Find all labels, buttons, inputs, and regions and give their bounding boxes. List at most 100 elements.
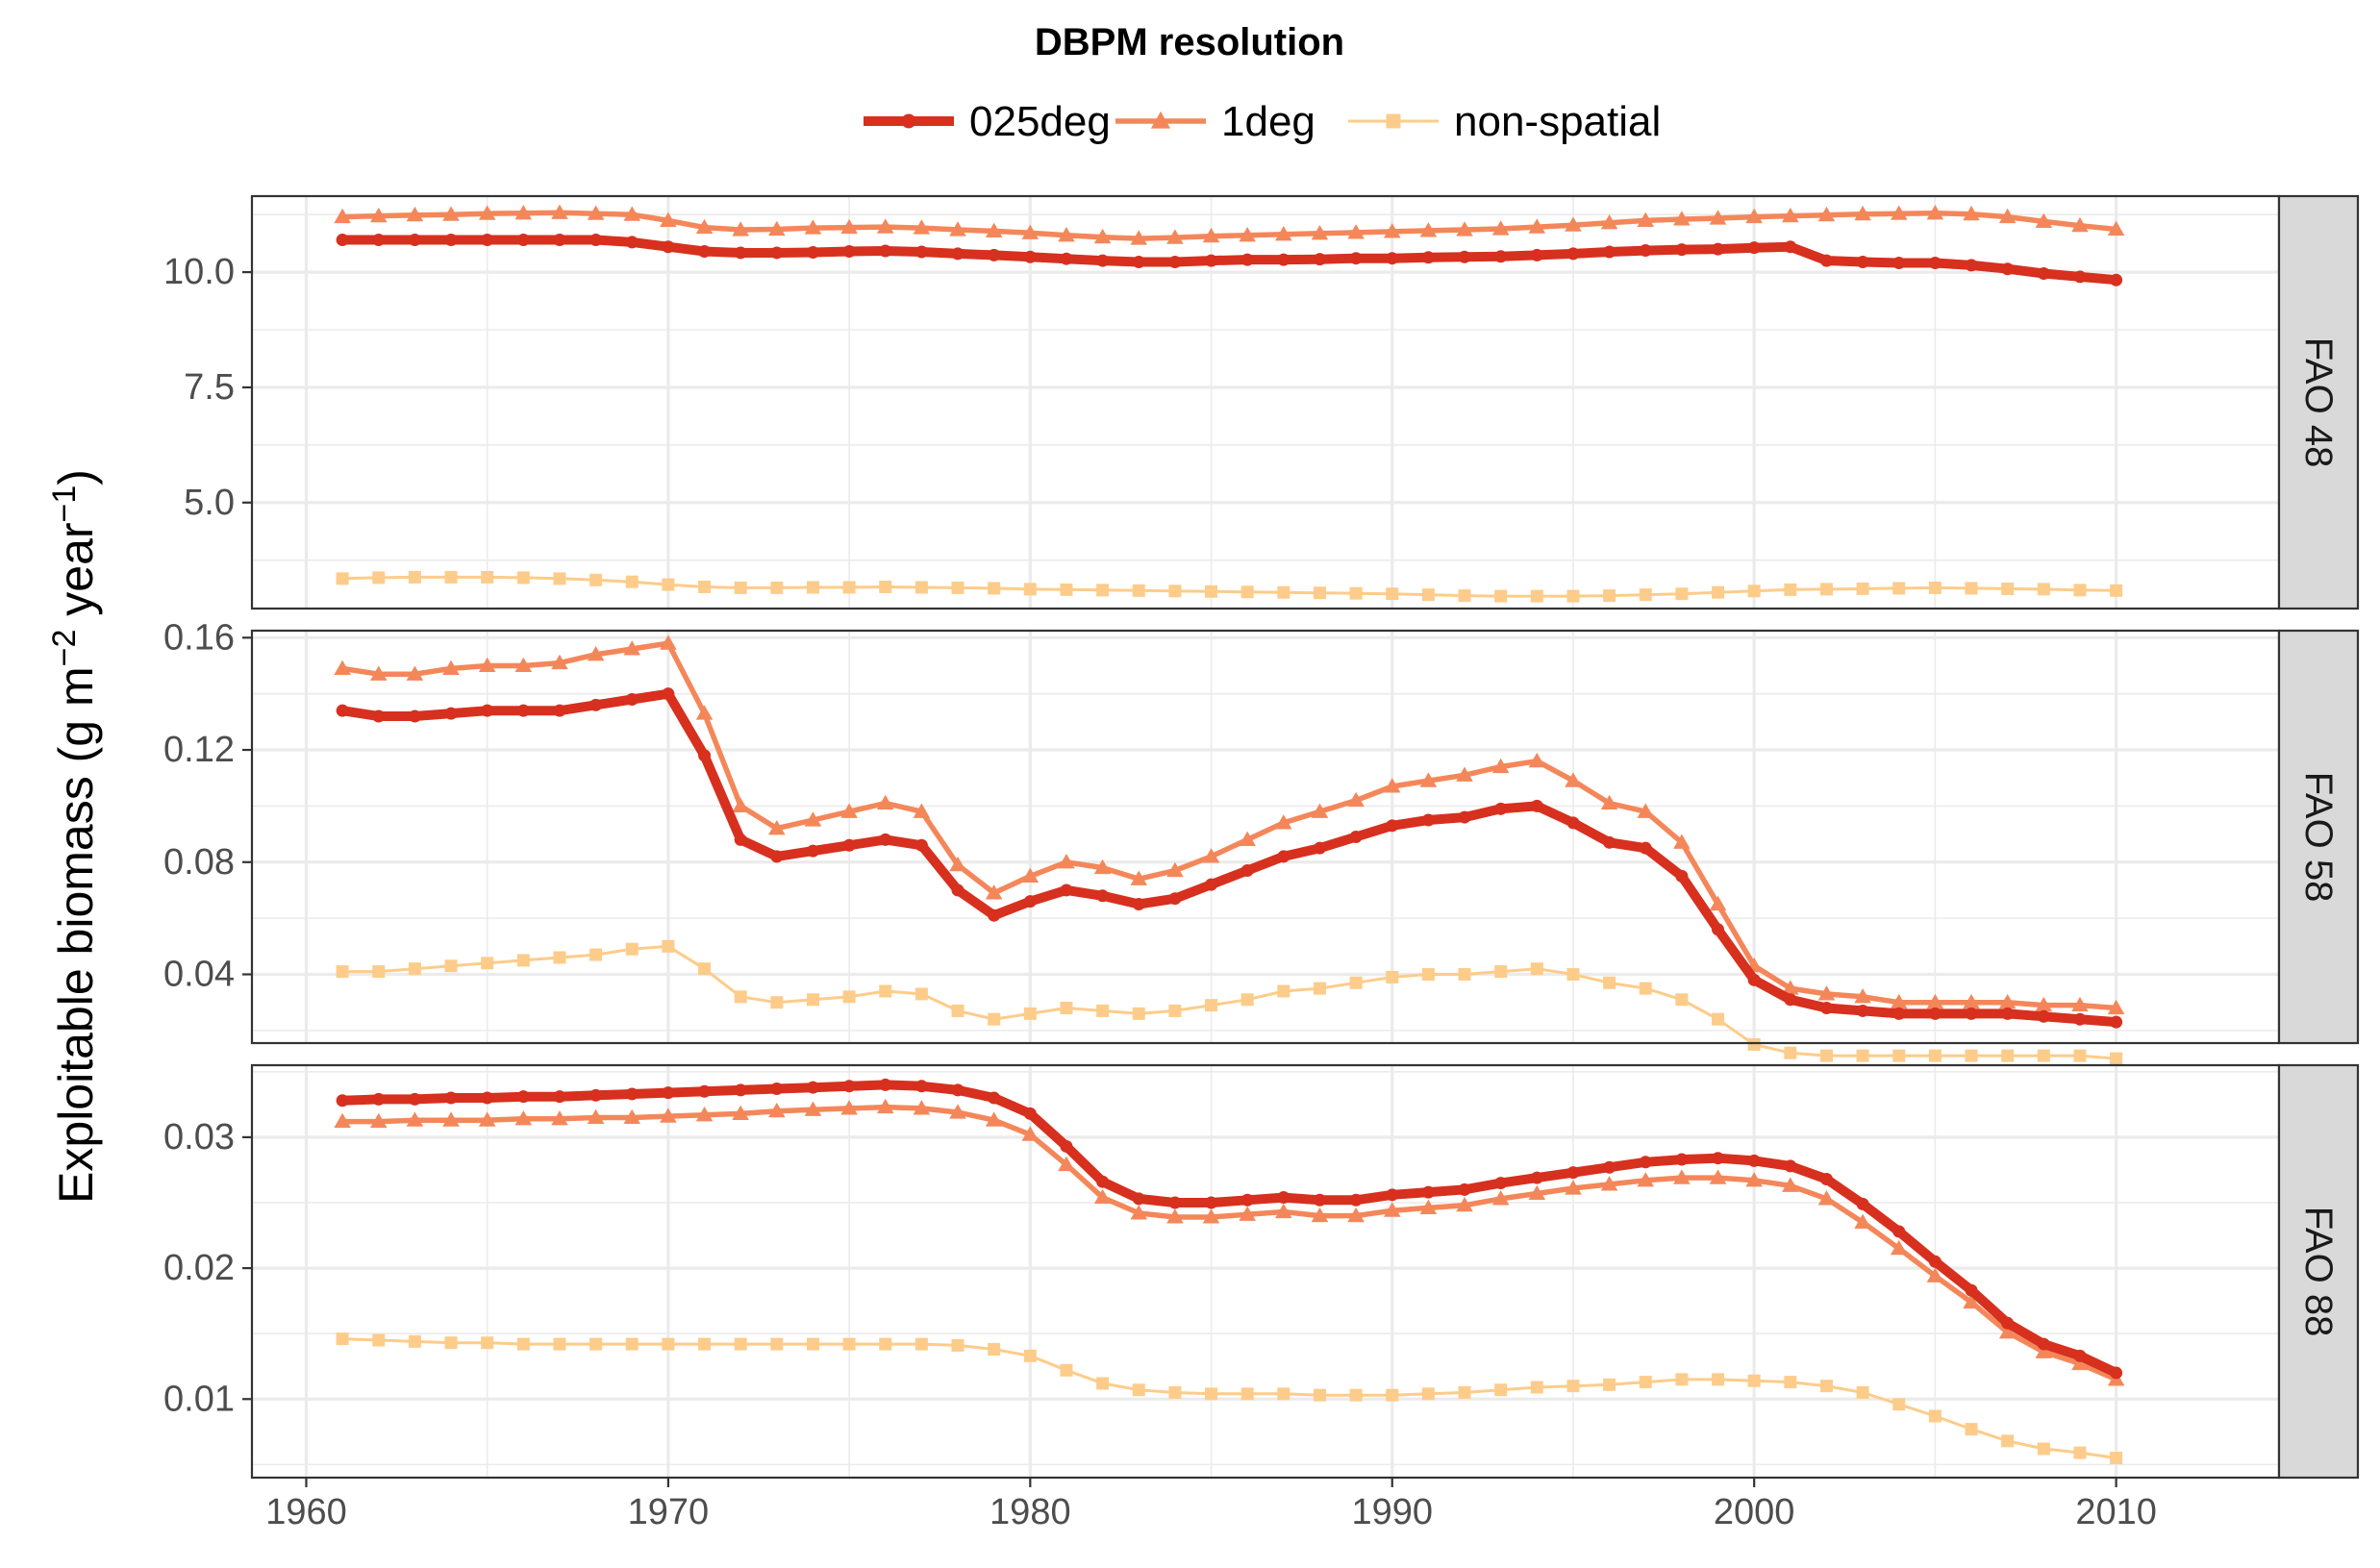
data-point-025deg (1023, 250, 1037, 263)
data-point-1deg (1963, 205, 1980, 221)
data-point-non-spatial (1639, 1376, 1652, 1389)
data-point-1deg (1058, 853, 1075, 869)
strip-background (2277, 629, 2360, 1045)
data-point-1deg (2035, 212, 2053, 228)
data-point-1deg (804, 811, 822, 827)
data-point-025deg (951, 1083, 965, 1097)
data-point-025deg (806, 1081, 819, 1094)
data-point-025deg (516, 704, 530, 717)
data-point-1deg (1782, 207, 1799, 223)
data-point-1deg (913, 1100, 931, 1115)
data-point-025deg (1530, 1171, 1543, 1184)
series-025deg (336, 687, 2123, 1029)
data-point-025deg (951, 884, 965, 897)
data-point-025deg (662, 1086, 675, 1100)
data-point-non-spatial (625, 942, 639, 956)
data-point-025deg (1566, 247, 1580, 261)
y-tick-label: 0.16 (163, 617, 235, 658)
data-point-1deg (1202, 227, 1220, 243)
data-point-025deg (1132, 898, 1145, 911)
data-point-non-spatial (951, 1004, 965, 1017)
data-point-1deg (2107, 220, 2125, 236)
data-point-non-spatial (879, 580, 892, 593)
data-point-025deg (1277, 253, 1290, 266)
data-point-025deg (1240, 864, 1254, 878)
data-point-025deg (553, 704, 566, 717)
data-point-1deg (1854, 205, 1871, 221)
data-point-025deg (698, 245, 712, 259)
data-point-1deg (1565, 772, 1582, 787)
data-point-025deg (372, 1092, 386, 1106)
data-point-025deg (1168, 256, 1182, 269)
data-point-non-spatial (1819, 583, 1833, 596)
data-point-non-spatial (1313, 586, 1326, 600)
y-title-main: Exploitable biomass (g m (49, 666, 103, 1204)
data-point-025deg (2037, 267, 2050, 281)
data-point-1deg (876, 218, 894, 234)
data-point-1deg (1347, 224, 1365, 239)
data-point-non-spatial (1240, 585, 1254, 599)
data-point-1deg (1673, 1169, 1691, 1184)
series-025deg (336, 1078, 2123, 1380)
legend-swatch-marker (901, 113, 916, 129)
series-line-1deg (339, 210, 2119, 241)
data-point-non-spatial (1349, 586, 1363, 600)
data-point-non-spatial (1313, 1388, 1326, 1402)
legend-entry-non-spatial: non-spatial (1348, 98, 1661, 145)
data-point-1deg (406, 206, 424, 222)
data-point-1deg (2071, 216, 2089, 233)
data-point-1deg (2107, 999, 2125, 1015)
data-point-non-spatial (1965, 1049, 1978, 1062)
data-point-1deg (1565, 216, 1582, 232)
data-point-non-spatial (1747, 585, 1761, 598)
data-point-non-spatial (914, 1337, 928, 1351)
data-point-non-spatial (1784, 1046, 1797, 1059)
data-point-025deg (1096, 889, 1110, 903)
data-point-025deg (1023, 1107, 1037, 1120)
data-point-025deg (589, 234, 603, 247)
data-point-1deg (1817, 985, 1836, 1001)
data-point-1deg (1130, 1205, 1148, 1220)
data-point-1deg (478, 205, 496, 220)
data-point-non-spatial (553, 1337, 566, 1351)
data-point-025deg (1784, 1159, 1797, 1173)
data-point-1deg (1383, 223, 1401, 238)
facet-strip: FAO 88 (2277, 1063, 2360, 1480)
data-point-025deg (1965, 259, 1978, 272)
data-point-non-spatial (1349, 976, 1363, 989)
data-point-1deg (1311, 1207, 1329, 1223)
data-point-1deg (913, 803, 931, 818)
legend-entry-025deg: 025deg (864, 98, 1111, 145)
data-point-non-spatial (1421, 1387, 1435, 1401)
data-point-025deg (1205, 878, 1218, 891)
data-point-non-spatial (1494, 965, 1508, 979)
data-point-025deg (1313, 841, 1326, 855)
data-point-1deg (1275, 814, 1292, 830)
data-point-1deg (1093, 859, 1112, 875)
data-point-025deg (806, 844, 819, 858)
data-point-non-spatial (1530, 589, 1543, 603)
data-point-025deg (1819, 1172, 1833, 1185)
data-point-non-spatial (842, 1337, 856, 1351)
data-point-025deg (2110, 273, 2123, 286)
series-non-spatial (336, 570, 2123, 603)
data-point-1deg (1419, 222, 1438, 237)
data-point-non-spatial (1675, 587, 1689, 601)
data-point-1deg (1745, 1172, 1763, 1187)
data-point-1deg (1383, 778, 1401, 793)
data-point-non-spatial (2001, 1049, 2015, 1062)
y-axis-title: Exploitable biomass (g m−2 year−1) (46, 469, 103, 1204)
data-point-non-spatial (1530, 1381, 1543, 1394)
data-point-1deg (1817, 206, 1836, 222)
data-point-025deg (1965, 1007, 1978, 1020)
data-point-non-spatial (698, 580, 712, 593)
x-tick-label: 1970 (628, 1492, 710, 1532)
data-point-1deg (1963, 993, 1980, 1009)
data-point-025deg (1712, 923, 1725, 936)
data-point-025deg (1494, 250, 1508, 263)
data-point-025deg (1856, 1197, 1869, 1210)
data-point-025deg (1712, 1152, 1725, 1165)
data-point-non-spatial (914, 581, 928, 594)
data-point-1deg (660, 1108, 677, 1123)
data-point-1deg (949, 221, 966, 236)
